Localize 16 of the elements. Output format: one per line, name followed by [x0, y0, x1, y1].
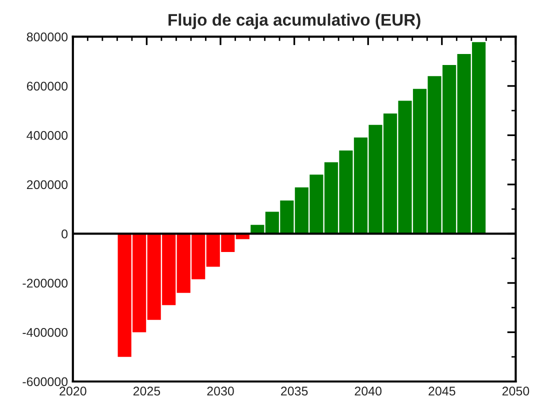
- y-tick-label: -400000: [22, 328, 68, 337]
- x-tick-label: 2035: [281, 386, 308, 396]
- chart-title: Flujo de caja acumulativo (EUR): [168, 14, 420, 30]
- y-tick-label: -600000: [22, 377, 68, 386]
- x-tick-label: 2040: [354, 386, 382, 396]
- x-tick-label: 2030: [207, 386, 234, 396]
- y-tick-label: -200000: [22, 278, 68, 288]
- y-tick-label: 0: [62, 230, 68, 238]
- x-tick-label: 2025: [133, 386, 160, 396]
- x-tick-label: 2020: [60, 386, 86, 396]
- x-tick-label: 2045: [428, 386, 456, 396]
- y-tick-label: 200000: [26, 180, 68, 190]
- y-tick-label: 400000: [26, 131, 68, 140]
- y-tick-label: 600000: [26, 82, 68, 91]
- y-tick-label: 800000: [26, 32, 68, 42]
- x-tick-label: 2050: [502, 386, 530, 396]
